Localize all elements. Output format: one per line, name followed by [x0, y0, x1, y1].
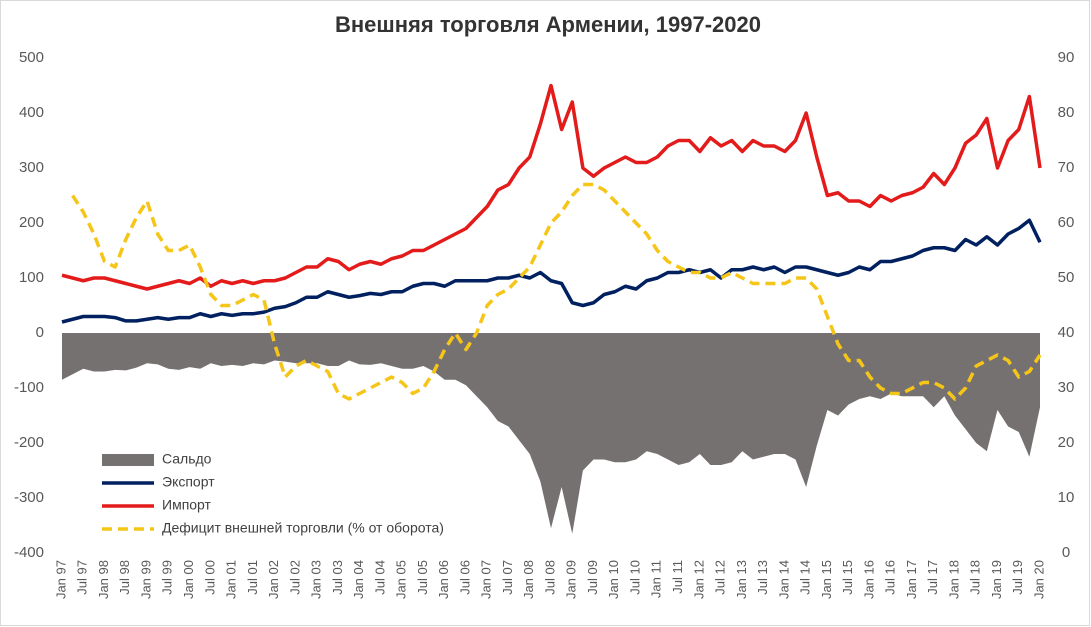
x-tick-label: Jan 18: [946, 560, 961, 599]
y-tick-label: -200: [14, 434, 44, 451]
y2-tick-label: 90: [1058, 49, 1075, 66]
x-tick-label: Jan 11: [649, 560, 664, 598]
x-tick-label: Jan 16: [861, 560, 876, 599]
x-tick-label: Jul 00: [202, 560, 217, 595]
x-tick-label: Jul 16: [883, 560, 898, 595]
x-tick-label: Jul 01: [245, 560, 260, 595]
x-tick-label: Jan 13: [734, 560, 749, 599]
legend-label: Дефицит внешней торговли (% от оборота): [162, 520, 444, 536]
x-tick-label: Jan 05: [394, 560, 409, 599]
x-tick-label: Jan 02: [266, 560, 281, 599]
area: [62, 333, 1040, 534]
x-tick-label: Jul 13: [755, 560, 770, 595]
y2-tick-label: 0: [1062, 544, 1070, 561]
x-tick-label: Jan 19: [989, 560, 1004, 599]
y2-tick-label: 20: [1058, 434, 1075, 451]
line: [61, 83, 1042, 291]
y-tick-label: -400: [14, 544, 44, 561]
line: [61, 218, 1042, 324]
x-tick-label: Jul 08: [542, 560, 557, 595]
x-tick-label: Jan 99: [138, 560, 153, 599]
x-tick-label: Jul 02: [287, 560, 302, 595]
x-tick-label: Jan 04: [351, 560, 366, 599]
y2-tick-label: 40: [1058, 324, 1075, 341]
y-tick-label: -100: [14, 379, 44, 396]
x-tick-label: Jul 18: [968, 560, 983, 595]
x-tick-label: Jan 98: [96, 560, 111, 599]
x-tick-label: Jul 05: [415, 560, 430, 595]
y2-tick-label: 30: [1058, 379, 1075, 396]
x-tick-label: Jan 10: [606, 560, 621, 599]
y-tick-label: 500: [19, 49, 44, 66]
legend-label: Сальдо: [162, 451, 212, 467]
x-tick-label: Jul 11: [670, 560, 685, 594]
legend-label: Экспорт: [162, 474, 215, 490]
y2-tick-label: 80: [1058, 104, 1075, 121]
x-tick-label: Jul 09: [585, 560, 600, 595]
x-tick-label: Jan 09: [564, 560, 579, 599]
x-tick-label: Jul 12: [713, 560, 728, 595]
x-tick-label: Jul 17: [925, 560, 940, 595]
x-tick-label: Jan 14: [776, 560, 791, 599]
x-tick-label: Jan 06: [436, 560, 451, 599]
x-tick-label: Jan 12: [691, 560, 706, 599]
x-tick-label: Jan 97: [53, 560, 68, 599]
legend-swatch: [102, 454, 154, 466]
y2-tick-label: 70: [1058, 159, 1075, 176]
legend-label: Импорт: [162, 497, 212, 513]
y-tick-label: 300: [19, 159, 44, 176]
x-tick-label: Jan 00: [181, 560, 196, 599]
x-tick-label: Jul 98: [117, 560, 132, 595]
x-tick-label: Jan 01: [224, 560, 239, 599]
line: [71, 182, 1042, 401]
x-tick-label: Jul 99: [160, 560, 175, 595]
y-tick-label: 200: [19, 214, 44, 231]
y-tick-label: 100: [19, 269, 44, 286]
x-tick-label: Jan 15: [819, 560, 834, 599]
x-tick-label: Jul 14: [798, 560, 813, 595]
x-tick-label: Jan 17: [904, 560, 919, 599]
x-tick-label: Jul 10: [627, 560, 642, 595]
y-tick-label: -300: [14, 489, 44, 506]
chart-title: Внешняя торговля Армении, 1997-2020: [335, 12, 761, 37]
y2-tick-label: 60: [1058, 214, 1075, 231]
x-tick-label: Jul 97: [75, 560, 90, 595]
x-tick-label: Jan 08: [521, 560, 536, 599]
x-tick-label: Jan 20: [1031, 560, 1046, 599]
x-tick-label: Jul 15: [840, 560, 855, 595]
x-tick-label: Jul 19: [1010, 560, 1025, 595]
y2-tick-label: 10: [1058, 489, 1075, 506]
x-tick-label: Jul 04: [372, 560, 387, 595]
y-tick-label: 400: [19, 104, 44, 121]
x-tick-label: Jan 07: [479, 560, 494, 599]
y-tick-label: 0: [36, 324, 44, 341]
x-tick-label: Jan 03: [309, 560, 324, 599]
x-tick-label: Jul 03: [330, 560, 345, 595]
x-tick-label: Jul 06: [457, 560, 472, 595]
y2-tick-label: 50: [1058, 269, 1075, 286]
x-tick-label: Jul 07: [500, 560, 515, 595]
